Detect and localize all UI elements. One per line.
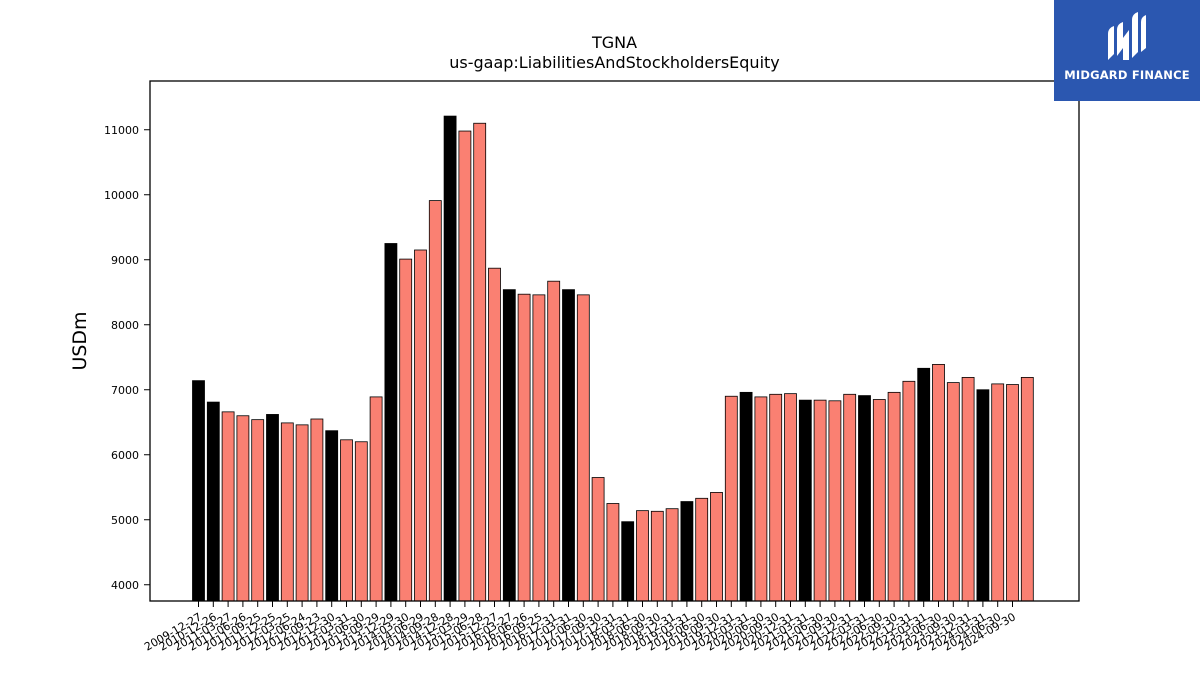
y-tick-label: 8000 — [111, 319, 139, 332]
bar-2014-12-28 — [488, 267, 501, 602]
y-axis-ticks: 4000 5000 6000 7000 8000 9000 10000 11000 — [104, 124, 150, 592]
bar-2014-03-30 — [443, 115, 457, 602]
bar-2011-03-27 — [266, 414, 279, 602]
bar-2013-03-31 — [384, 243, 398, 602]
bar-2012-12-30 — [369, 396, 383, 602]
chart-title: TGNA — [591, 33, 637, 52]
bar-2021-06-30 — [858, 395, 871, 602]
bar-2018-06-30 — [680, 501, 694, 602]
bar-2016-12-31 — [591, 477, 605, 602]
bar-2018-09-30 — [695, 497, 709, 602]
bar-2010-03-28 — [206, 401, 220, 602]
y-tick-label: 10000 — [104, 189, 139, 202]
bar-2014-09-28 — [473, 122, 487, 602]
bar-2024-03-31 — [1020, 376, 1034, 602]
bar-2019-03-31 — [724, 395, 738, 602]
plot-frame — [149, 80, 1080, 602]
y-tick-label: 6000 — [111, 449, 139, 462]
bar-2011-09-25 — [295, 424, 309, 602]
bars-layer — [192, 115, 1034, 602]
bar-2022-09-30 — [932, 363, 945, 602]
bar-2021-09-30 — [872, 399, 886, 602]
bar-2019-06-30 — [739, 391, 753, 602]
bar-2021-03-31 — [843, 393, 857, 602]
bar-2012-09-23 — [354, 441, 368, 602]
bar-2020-09-30 — [813, 399, 827, 602]
bar-2022-06-30 — [917, 367, 931, 602]
bar-2011-12-25 — [310, 418, 324, 602]
bar-2012-06-24 — [340, 439, 353, 602]
bar-2015-03-29 — [502, 289, 516, 602]
bar-2018-12-31 — [710, 492, 723, 602]
bar-2010-09-26 — [236, 415, 250, 602]
chart-subtitle: us-gaap:LiabilitiesAndStockholdersEquity — [449, 53, 780, 72]
bar-2017-03-31 — [606, 503, 620, 602]
bar-2017-09-30 — [636, 510, 649, 602]
bar-2016-03-27 — [547, 280, 561, 602]
bar-2018-03-31 — [665, 508, 679, 602]
bar-2016-06-26 — [562, 289, 575, 602]
bar-2023-09-30 — [991, 383, 1005, 602]
x-axis-ticks: 2009-12-272010-12-262011-03-272011-06-26… — [142, 601, 1018, 654]
bar-2023-06-30 — [976, 389, 990, 602]
bar-2015-06-28 — [517, 293, 531, 602]
bar-2010-12-26 — [251, 419, 265, 602]
bar-2020-12-31 — [828, 400, 842, 602]
y-tick-label: 9000 — [111, 254, 139, 267]
bar-2012-03-25 — [325, 430, 339, 602]
bar-2019-09-30 — [754, 396, 768, 602]
bar-2017-12-31 — [650, 510, 664, 602]
bar-2020-03-31 — [784, 393, 797, 602]
bar-2011-06-26 — [280, 422, 294, 602]
bar-2023-03-31 — [961, 376, 975, 602]
bar-2013-06-30 — [399, 258, 413, 602]
bar-2014-06-29 — [458, 130, 472, 602]
y-tick-label: 7000 — [111, 384, 139, 397]
bar-2009-12-27 — [192, 380, 205, 602]
bar-2010-06-27 — [221, 411, 235, 602]
logo-text: MIDGARD FINANCE — [1064, 68, 1190, 82]
y-tick-label: 11000 — [104, 124, 139, 137]
bar-2013-12-29 — [428, 200, 442, 602]
bar-2022-03-31 — [902, 380, 916, 602]
bar-2013-09-29 — [414, 249, 427, 602]
y-axis-label: USDm — [69, 311, 91, 370]
bar-2015-12-27 — [532, 294, 546, 602]
y-tick-label: 5000 — [111, 514, 139, 527]
midgard-finance-logo: MIDGARD FINANCE — [1054, 0, 1200, 101]
midgard-finance-logo-icon — [1108, 12, 1146, 60]
bar-2016-09-25 — [576, 294, 590, 602]
bar-2017-06-30 — [621, 521, 635, 602]
bar-2020-06-30 — [798, 399, 812, 602]
bar-2022-12-31 — [946, 382, 960, 602]
bar-2021-12-31 — [887, 391, 901, 602]
bar-2019-12-31 — [769, 393, 783, 602]
bar-2023-12-31 — [1006, 384, 1019, 602]
y-tick-label: 4000 — [111, 579, 139, 592]
